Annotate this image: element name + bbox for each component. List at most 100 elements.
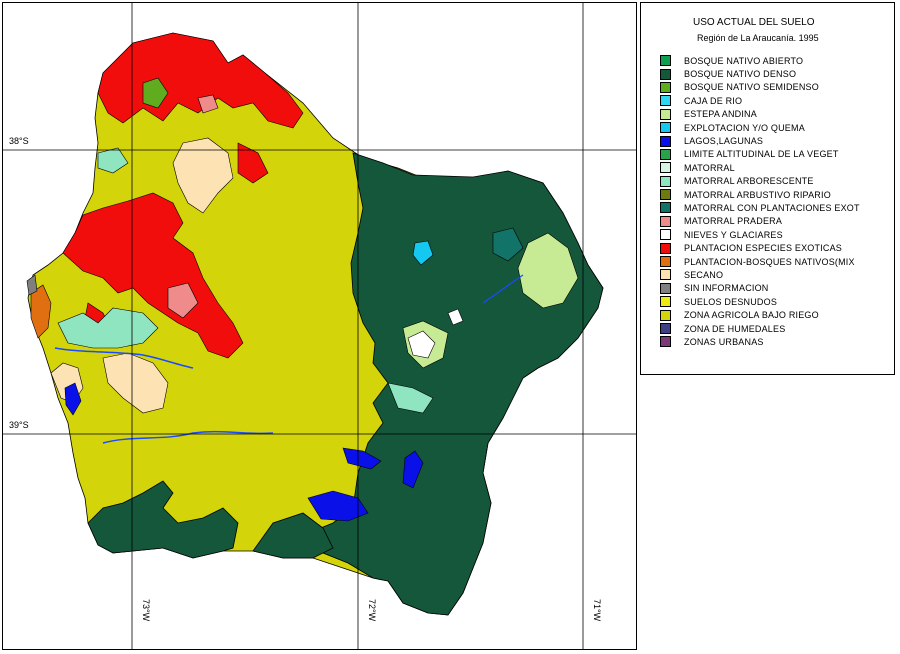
plantation-patch-1 [237, 142, 269, 184]
legend-item: SUELOS DESNUDOS [660, 295, 860, 308]
legend-label: MATORRAL PRADERA [684, 216, 783, 227]
legend-swatch [660, 81, 671, 93]
plantation-native-mix [30, 284, 52, 339]
matorral-plantaciones [492, 227, 524, 262]
lake-1 [307, 490, 369, 522]
legend-item: PLANTACION-BOSQUES NATIVOS(MIX [660, 255, 860, 268]
lake-2 [342, 447, 382, 470]
exotic-plantations-west [62, 192, 244, 359]
legend-item: CAJA DE RIO [660, 94, 860, 107]
central-forest-patch [252, 512, 334, 559]
matorral-arborescente-3 [387, 382, 434, 414]
legend-label: ZONA AGRICOLA BAJO RIEGO [684, 310, 819, 321]
lake-4 [64, 382, 82, 416]
legend-item: LAGOS,LAGUNAS [660, 134, 860, 147]
legend-item: LIMITE ALTITUDINAL DE LA VEGET [660, 148, 860, 161]
legend-label: BOSQUE NATIVO DENSO [684, 69, 797, 80]
legend-item: ESTEPA ANDINA [660, 108, 860, 121]
legend-title: USO ACTUAL DEL SUELO [693, 17, 815, 28]
matorral-arborescente-2 [97, 147, 129, 174]
legend-label: ZONAS URBANAS [684, 336, 764, 347]
legend-label: ZONA DE HUMEDALES [684, 323, 786, 334]
legend-item: MATORRAL ARBUSTIVO RIPARIO [660, 188, 860, 201]
legend-swatch [660, 309, 671, 321]
legend-label: SUELOS DESNUDOS [684, 296, 778, 307]
legend-item: EXPLOTACION Y/O QUEMA [660, 121, 860, 134]
legend-swatch [660, 122, 671, 134]
legend-swatch [660, 108, 671, 120]
legend-swatch [660, 269, 671, 281]
legend-swatch [660, 242, 671, 254]
legend-panel: USO ACTUAL DEL SUELO Región de La Arauca… [640, 2, 895, 375]
coastal-native-forest [87, 480, 239, 559]
legend-label: PLANTACION ESPECIES EXOTICAS [684, 243, 842, 254]
legend-label: MATORRAL CON PLANTACIONES EXOT [684, 202, 860, 213]
legend-swatch [660, 95, 671, 107]
river-tolten [102, 430, 274, 444]
legend-swatch [660, 162, 671, 174]
longitude-label-71: 71°W [592, 599, 602, 622]
legend-swatch [660, 256, 671, 268]
latitude-label-39: 39°S [9, 420, 29, 430]
legend-item: MATORRAL ARBORESCENTE [660, 175, 860, 188]
lake-3 [402, 450, 424, 489]
latitude-label-38: 38°S [9, 136, 29, 146]
no-information-area [26, 274, 38, 296]
legend-label: MATORRAL [684, 162, 735, 173]
legend-label: CAJA DE RIO [684, 95, 743, 106]
legend-item: ZONA DE HUMEDALES [660, 322, 860, 335]
longitude-label-72: 72°W [367, 599, 377, 622]
river-cautin [54, 347, 194, 369]
legend-label: BOSQUE NATIVO ABIERTO [684, 55, 804, 66]
matorral-pradera-2 [197, 94, 219, 114]
legend-label: PLANTACION-BOSQUES NATIVOS(MIX [684, 256, 855, 267]
river-east [482, 274, 524, 304]
legend-item: MATORRAL CON PLANTACIONES EXOT [660, 201, 860, 214]
legend-subtitle: Región de La Araucanía. 1995 [697, 33, 819, 43]
land-use-map [3, 3, 636, 649]
legend-item: BOSQUE NATIVO DENSO [660, 67, 860, 80]
legend-label: LAGOS,LAGUNAS [684, 136, 764, 147]
legend-swatch [660, 68, 671, 80]
legend-label: MATORRAL ARBUSTIVO RIPARIO [684, 189, 831, 200]
grid-lines [3, 3, 636, 649]
longitude-label-73: 73°W [141, 599, 151, 622]
legend-swatch [660, 189, 671, 201]
legend-swatch [660, 282, 671, 294]
semidense-native-forest [142, 77, 169, 109]
legend-swatch [660, 229, 671, 241]
matorral-pradera-1 [167, 282, 199, 319]
legend-label: NIEVES Y GLACIARES [684, 229, 783, 240]
legend-swatch [660, 175, 671, 187]
legend-item: BOSQUE NATIVO ABIERTO [660, 54, 860, 67]
legend-item: SIN INFORMACION [660, 282, 860, 295]
legend-label: ESTEPA ANDINA [684, 109, 757, 120]
snow-glaciers-1 [407, 330, 436, 359]
legend-swatch [660, 55, 671, 67]
legend-label: EXPLOTACION Y/O QUEMA [684, 122, 805, 133]
legend-item: NIEVES Y GLACIARES [660, 228, 860, 241]
legend-swatch [660, 336, 671, 348]
legend-item: ZONA AGRICOLA BAJO RIEGO [660, 308, 860, 321]
legend-item: SECANO [660, 268, 860, 281]
legend-swatch [660, 135, 671, 147]
legend-swatch [660, 202, 671, 214]
legend-label: SIN INFORMACION [684, 283, 769, 294]
secano-west [102, 352, 169, 414]
legend-swatch [660, 215, 671, 227]
legend-item: BOSQUE NATIVO SEMIDENSO [660, 81, 860, 94]
legend-swatch [660, 148, 671, 160]
legend-label: LIMITE ALTITUDINAL DE LA VEGET [684, 149, 839, 160]
legend-item: ZONAS URBANAS [660, 335, 860, 348]
estepa-andina [517, 232, 579, 309]
legend-item: PLANTACION ESPECIES EXOTICAS [660, 241, 860, 254]
map-panel: 38°S 39°S 73°W 72°W 71°W [2, 2, 637, 650]
legend-swatch [660, 296, 671, 308]
legend-label: MATORRAL ARBORESCENTE [684, 176, 814, 187]
legend-label: BOSQUE NATIVO SEMIDENSO [684, 82, 819, 93]
legend-item: MATORRAL PRADERA [660, 215, 860, 228]
matorral-arborescente-1 [57, 307, 159, 349]
snow-glaciers-2 [447, 308, 464, 326]
legend-list: BOSQUE NATIVO ABIERTO BOSQUE NATIVO DENSO… [660, 54, 860, 349]
legend-swatch [660, 323, 671, 334]
